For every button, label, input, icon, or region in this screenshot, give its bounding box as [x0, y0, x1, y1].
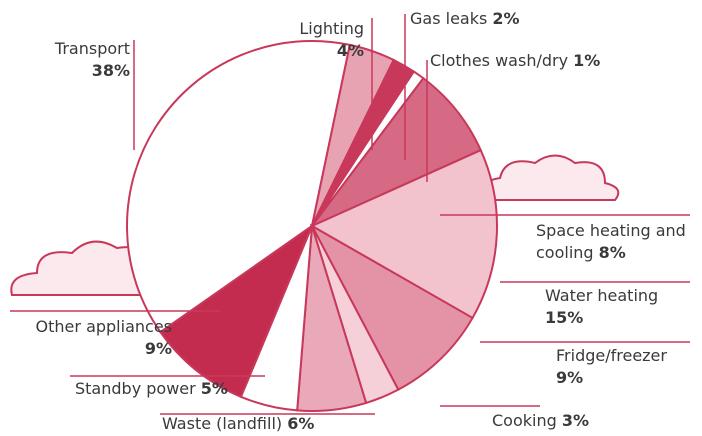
category-name: Gas leaks: [410, 9, 487, 28]
cloud: [482, 156, 618, 201]
category-name: Lighting: [299, 19, 364, 38]
slice-label: Transport 38%: [38, 38, 130, 82]
slice-label: Cooking 3%: [492, 410, 692, 432]
value-label: 4%: [337, 41, 364, 60]
category-name: Fridge/freezer: [556, 346, 667, 365]
value-label: 38%: [92, 61, 130, 80]
category-name: Water heating: [545, 286, 658, 305]
value-label: 6%: [287, 414, 314, 433]
value-label: 5%: [201, 379, 228, 398]
category-name: Waste (landfill): [162, 414, 282, 433]
slice-label: Gas leaks 2%: [410, 8, 610, 30]
value-label: 9%: [145, 339, 172, 358]
slice-label: Clothes wash/dry 1%: [430, 50, 610, 72]
value-label: 9%: [556, 368, 583, 387]
value-label: 2%: [492, 9, 519, 28]
slice-label: Space heating and cooling 8%: [536, 220, 686, 264]
page: Transport 38% Lighting 4% Gas leaks 2% Clot…: [0, 0, 702, 436]
slice-label: Waste (landfill) 6%: [162, 413, 382, 435]
slice-label: Other appliances 9%: [12, 316, 172, 360]
slice-label: Water heating 15%: [545, 285, 685, 329]
value-label: 3%: [562, 411, 589, 430]
slice-label: Standby power 5%: [75, 378, 275, 400]
category-name: Standby power: [75, 379, 196, 398]
value-label: 8%: [599, 243, 626, 262]
category-name: Clothes wash/dry: [430, 51, 568, 70]
value-label: 15%: [545, 308, 583, 327]
category-name: Other appliances: [36, 317, 172, 336]
slice-label: Fridge/freezer 9%: [556, 345, 686, 389]
category-name: Transport: [55, 39, 130, 58]
category-name: Cooking: [492, 411, 557, 430]
slice-label: Lighting 4%: [280, 18, 364, 62]
value-label: 1%: [573, 51, 600, 70]
